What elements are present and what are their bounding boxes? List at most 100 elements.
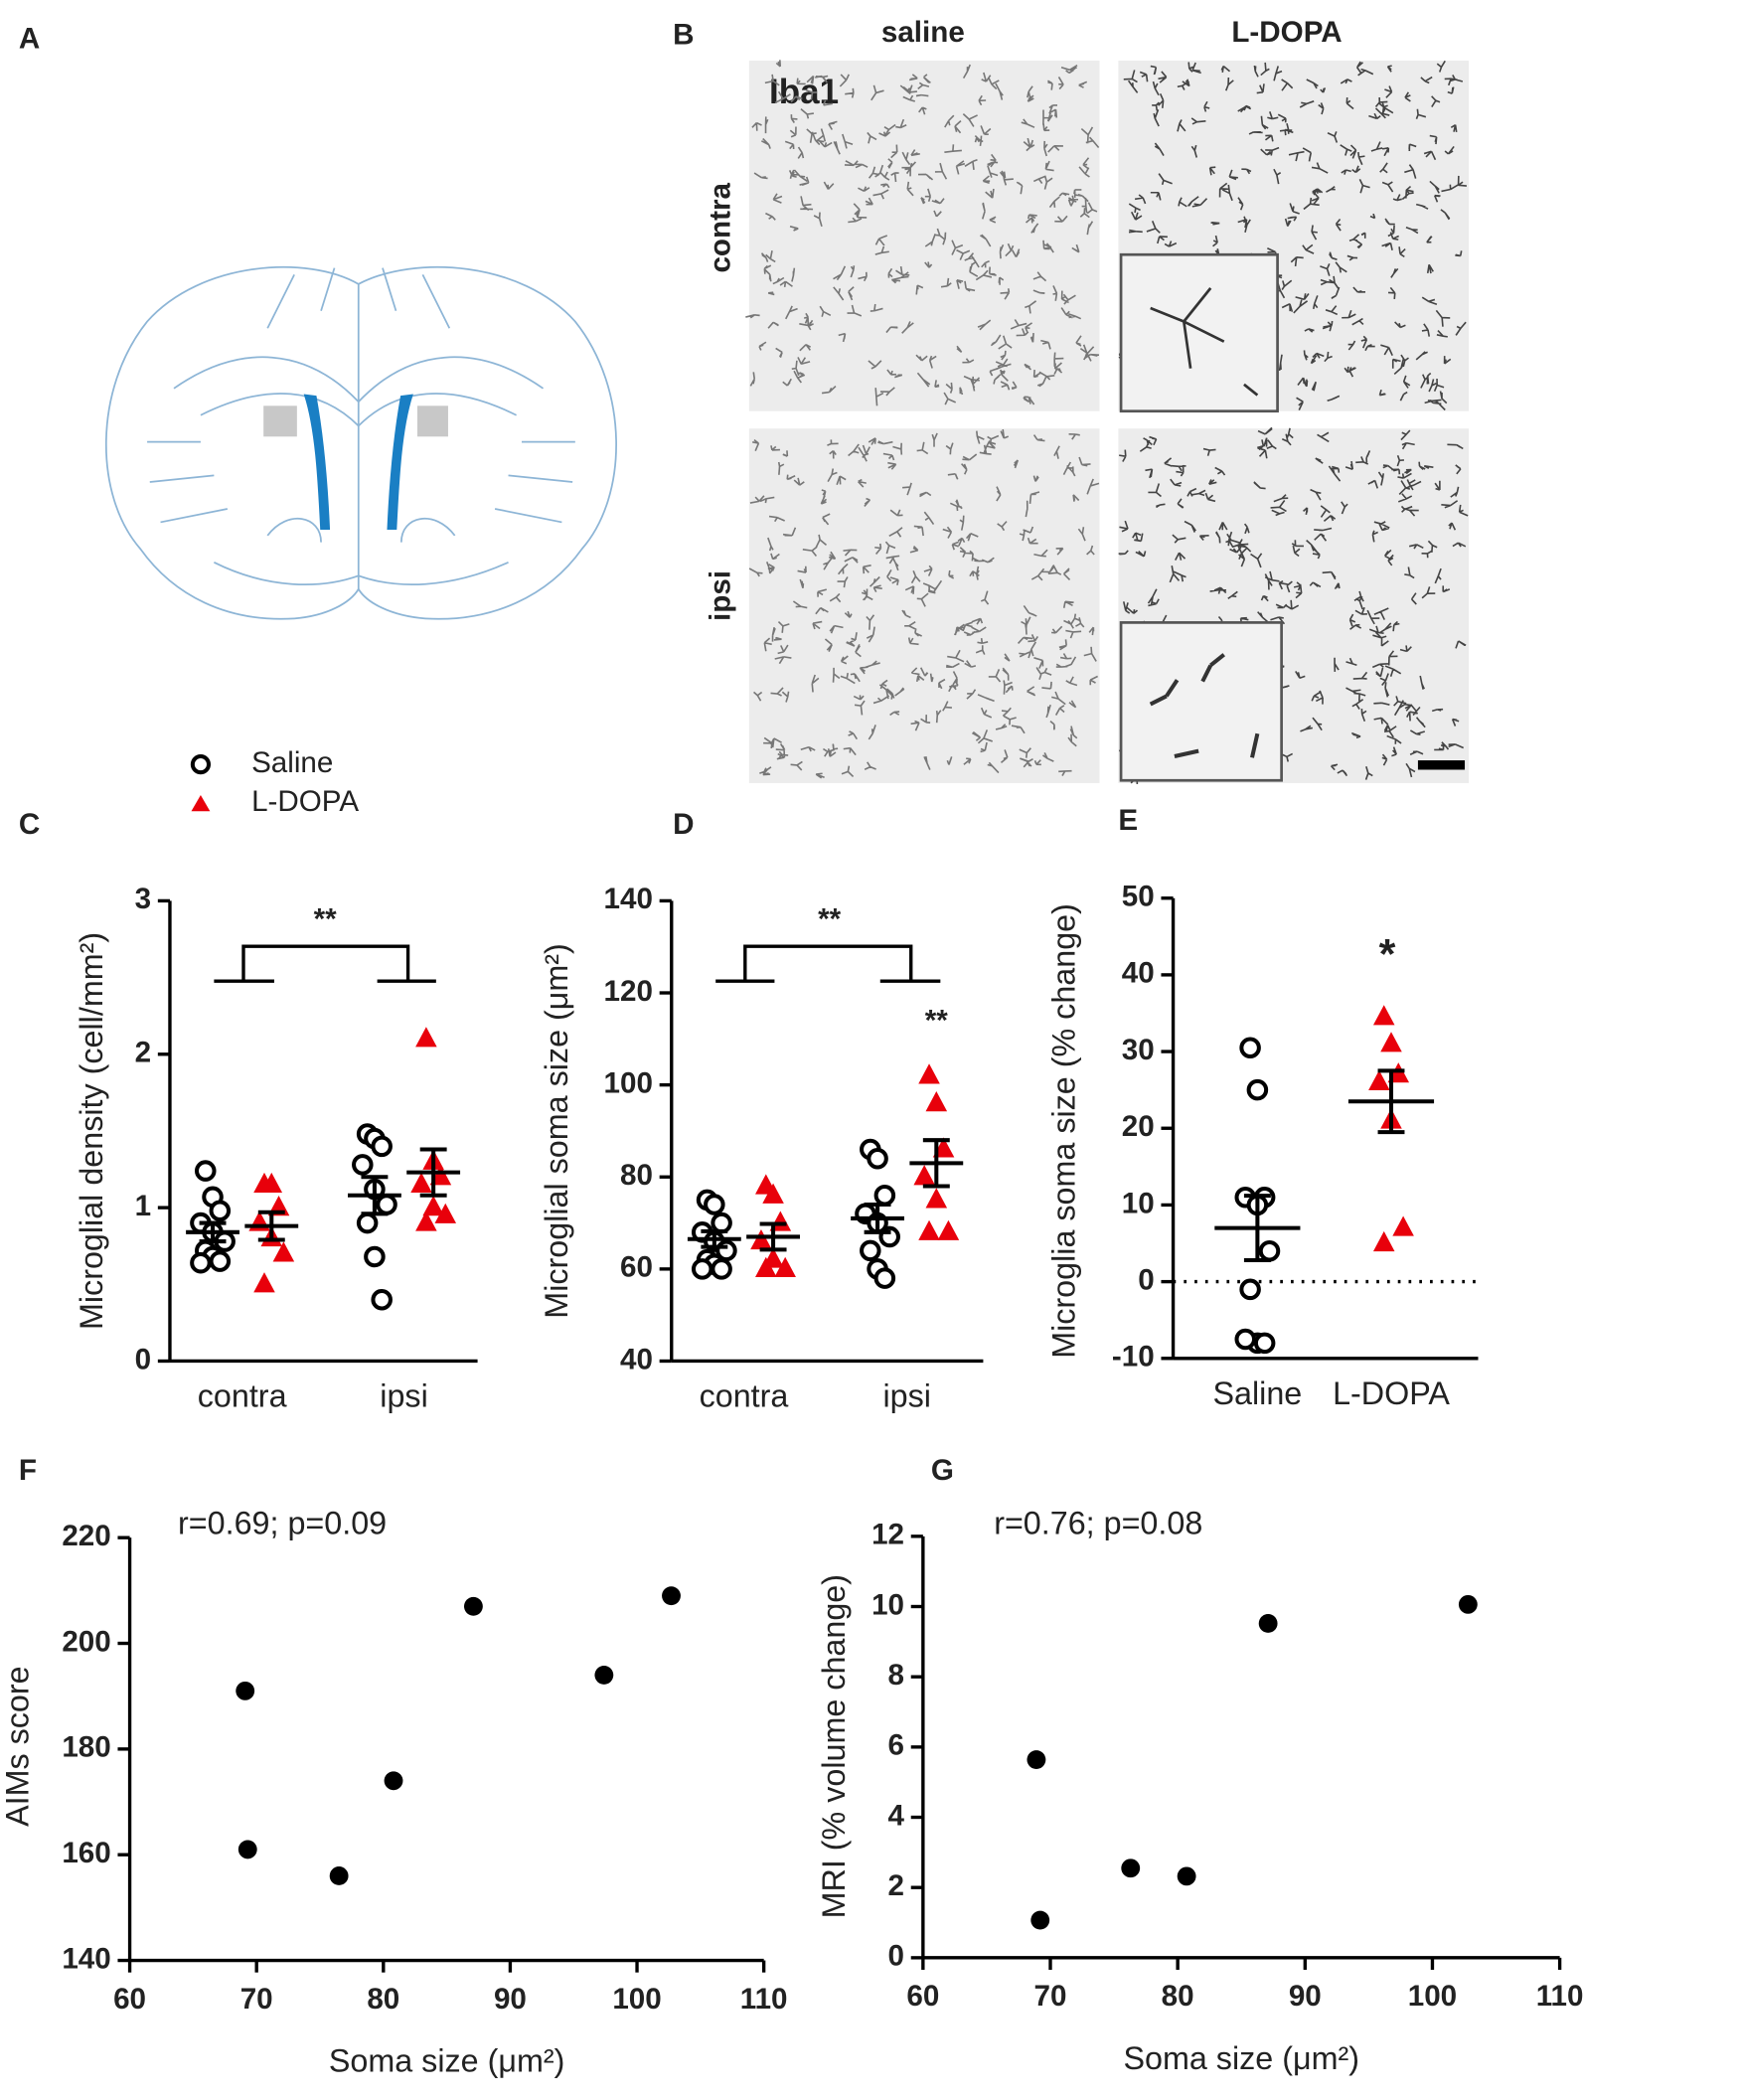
data-point [750, 1228, 772, 1250]
data-point [1239, 1037, 1261, 1058]
panel-label: C [19, 808, 40, 841]
data-point [415, 1027, 437, 1048]
data-point [704, 1194, 725, 1215]
data-point [190, 1251, 212, 1274]
data-point [1372, 1230, 1395, 1252]
panel-label: E [1118, 804, 1138, 837]
cell-texture [745, 60, 1100, 406]
y-tick-label: 220 [62, 1520, 110, 1552]
x-tick-label: contra [700, 1378, 789, 1414]
y-tick-label: 6 [888, 1729, 904, 1762]
x-tick-label: 80 [1162, 1980, 1194, 2013]
x-tick-label: 90 [1289, 1980, 1322, 2013]
x-tick-label: 90 [494, 1983, 527, 2016]
data-point [434, 1203, 457, 1223]
data-point [1234, 1328, 1257, 1351]
y-tick-label: 12 [871, 1519, 904, 1551]
x-tick-label: 100 [1408, 1980, 1457, 2013]
data-point [1246, 1078, 1269, 1101]
annotation: r=0.69; p=0.09 [178, 1506, 387, 1541]
error-bar [759, 1221, 787, 1252]
data-point [237, 1840, 257, 1859]
data-point [364, 1245, 386, 1268]
y-tick-label: 10 [871, 1588, 904, 1621]
error-bar [1243, 1194, 1271, 1263]
significance: ** [314, 902, 338, 935]
x-tick-label: contra [198, 1378, 287, 1414]
data-point [1253, 1332, 1276, 1355]
x-tick-label: ipsi [380, 1378, 427, 1414]
inset [1119, 621, 1283, 782]
significance: ** [818, 902, 842, 935]
data-point [410, 1172, 432, 1194]
data-point [711, 1258, 732, 1280]
error-bar [257, 1210, 285, 1242]
brain-diagram [104, 265, 617, 620]
y-tick-label: 30 [1122, 1034, 1155, 1066]
data-point [913, 1165, 935, 1186]
x-tick-label: 60 [906, 1980, 939, 2013]
y-tick-label: 3 [135, 883, 151, 915]
data-point [260, 1172, 283, 1194]
column-label: saline [881, 16, 965, 49]
error-bar [361, 1175, 389, 1216]
data-point [253, 1272, 275, 1293]
data-point [1030, 1910, 1050, 1930]
error-bar [199, 1220, 227, 1244]
data-point [873, 1267, 896, 1289]
data-point [711, 1212, 732, 1234]
y-tick-label: -10 [1112, 1341, 1155, 1373]
row-label: contra [705, 183, 737, 273]
y-tick-label: 60 [620, 1251, 653, 1284]
y-tick-label: 120 [604, 975, 653, 1008]
data-point [352, 1154, 374, 1176]
panel-label: B [673, 19, 694, 52]
y-tick-label: 160 [62, 1837, 110, 1869]
data-point [1258, 1239, 1281, 1262]
y-axis-label: Microglial density (cell/mm²) [74, 932, 109, 1330]
y-tick-label: 0 [135, 1343, 151, 1375]
inset-cell [1149, 653, 1260, 758]
legend-marker [190, 754, 212, 775]
row-label: ipsi [705, 570, 737, 621]
y-tick-label: 180 [62, 1731, 110, 1764]
x-tick-label: 80 [367, 1983, 399, 2016]
data-point [1027, 1750, 1046, 1769]
y-tick-label: 4 [888, 1799, 905, 1832]
brackets [214, 944, 941, 983]
data-point [209, 1250, 232, 1272]
data-point [272, 1241, 295, 1262]
x-tick-label: ipsi [882, 1378, 930, 1414]
micrographs [748, 61, 1470, 783]
y-axis-label: MRI (% volume change) [816, 1574, 852, 1918]
data-point [371, 1288, 393, 1311]
y-tick-label: 100 [604, 1066, 653, 1099]
y-tick-label: 40 [620, 1343, 653, 1375]
legend-label: Saline [251, 746, 333, 779]
scale-bar [1417, 760, 1466, 770]
x-tick-label: 110 [1536, 1980, 1584, 2013]
error-bar [419, 1147, 447, 1198]
error-bar [864, 1203, 891, 1234]
data-point [195, 1160, 217, 1182]
data-point [662, 1586, 681, 1606]
y-tick-label: 0 [1138, 1263, 1154, 1296]
x-axis-label: Soma size (μm²) [329, 2043, 565, 2079]
legend-marker [191, 795, 211, 812]
data-point [1258, 1614, 1278, 1633]
y-axis-label: Microglia soma size (% change) [1045, 903, 1081, 1359]
data-point [1239, 1278, 1261, 1301]
panel-label: G [931, 1454, 954, 1487]
x-tick-label: 110 [740, 1983, 788, 2016]
x-axis-label: Soma size (μm²) [1123, 2040, 1359, 2076]
data-point [1372, 1005, 1395, 1026]
x-tick-label: 70 [1034, 1980, 1067, 2013]
x-tick-label: Saline [1212, 1375, 1302, 1411]
y-axis-label: AIMs score [0, 1666, 36, 1827]
data-point [376, 1194, 397, 1215]
data-point [918, 1219, 940, 1240]
data-point [867, 1147, 888, 1170]
micrograph [748, 61, 1100, 411]
cell-texture [748, 428, 1100, 779]
